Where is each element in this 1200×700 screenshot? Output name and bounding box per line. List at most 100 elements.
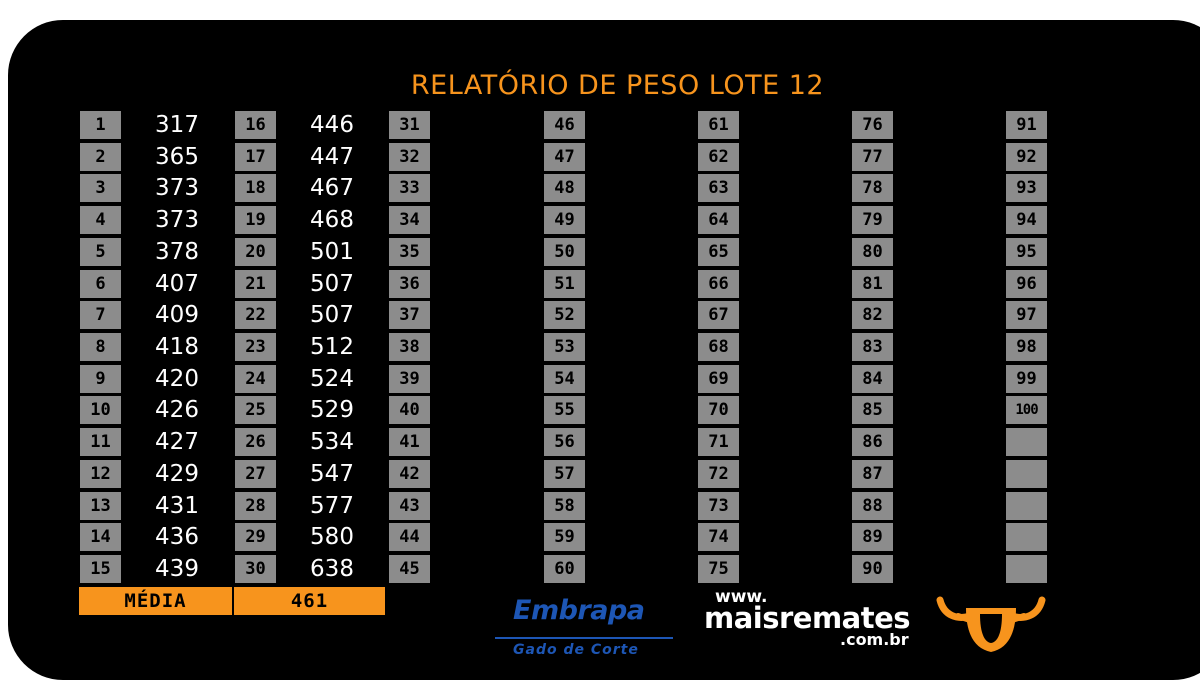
animal-number: 59	[544, 523, 585, 551]
animal-number: 95	[1006, 238, 1047, 266]
animal-number: 65	[698, 238, 739, 266]
animal-weight: 427	[155, 429, 199, 455]
animal-number: 27	[235, 460, 276, 488]
animal-weight: 468	[310, 207, 354, 233]
animal-weight: 638	[310, 556, 354, 582]
animal-number: 48	[544, 174, 585, 202]
animal-number: 98	[1006, 333, 1047, 361]
report-title: RELATÓRIO DE PESO LOTE 12	[410, 70, 825, 101]
animal-number: 38	[389, 333, 430, 361]
animal-number: 86	[852, 428, 893, 456]
animal-weight: 436	[155, 524, 199, 550]
animal-number: 40	[389, 396, 430, 424]
embrapa-wordmark: Embrapa	[513, 595, 645, 626]
animal-weight: 446	[310, 112, 354, 138]
animal-number: 29	[235, 523, 276, 551]
animal-number: 75	[698, 555, 739, 583]
average-value: 461	[234, 587, 385, 615]
animal-number: 61	[698, 111, 739, 139]
embrapa-underline	[495, 637, 673, 639]
animal-number: 97	[1006, 301, 1047, 329]
animal-weight: 512	[310, 334, 354, 360]
animal-weight: 431	[155, 493, 199, 519]
animal-number: 92	[1006, 143, 1047, 171]
animal-number: 63	[698, 174, 739, 202]
animal-number: 33	[389, 174, 430, 202]
animal-number: 88	[852, 492, 893, 520]
animal-weight: 373	[155, 175, 199, 201]
maisremates-wordmark: maisremates	[704, 601, 911, 635]
animal-weight: 429	[155, 461, 199, 487]
animal-number: 57	[544, 460, 585, 488]
animal-number: 91	[1006, 111, 1047, 139]
animal-weight: 580	[310, 524, 354, 550]
animal-number: 8	[80, 333, 121, 361]
animal-number: 21	[235, 270, 276, 298]
animal-number: 26	[235, 428, 276, 456]
animal-number: 78	[852, 174, 893, 202]
animal-number: 28	[235, 492, 276, 520]
animal-number: 44	[389, 523, 430, 551]
animal-number: 85	[852, 396, 893, 424]
animal-number: 50	[544, 238, 585, 266]
animal-weight: 507	[310, 302, 354, 328]
animal-number: 100	[1006, 396, 1047, 424]
animal-number: 25	[235, 396, 276, 424]
animal-number: 58	[544, 492, 585, 520]
animal-number: 20	[235, 238, 276, 266]
animal-number: 39	[389, 365, 430, 393]
animal-number: 87	[852, 460, 893, 488]
animal-number: 31	[389, 111, 430, 139]
animal-weight: 507	[310, 271, 354, 297]
animal-number: 56	[544, 428, 585, 456]
animal-number: 9	[80, 365, 121, 393]
animal-number: 5	[80, 238, 121, 266]
animal-number: 37	[389, 301, 430, 329]
animal-number: 99	[1006, 365, 1047, 393]
animal-number: 16	[235, 111, 276, 139]
animal-number: 34	[389, 206, 430, 234]
animal-number: 83	[852, 333, 893, 361]
empty-cell	[1006, 492, 1047, 520]
animal-weight: 418	[155, 334, 199, 360]
embrapa-logo: Embrapa Gado de Corte	[495, 595, 675, 665]
animal-number: 76	[852, 111, 893, 139]
animal-weight: 426	[155, 397, 199, 423]
animal-number: 73	[698, 492, 739, 520]
animal-number: 23	[235, 333, 276, 361]
animal-number: 2	[80, 143, 121, 171]
animal-weight: 529	[310, 397, 354, 423]
animal-number: 32	[389, 143, 430, 171]
animal-number: 13	[80, 492, 121, 520]
animal-weight: 577	[310, 493, 354, 519]
animal-number: 15	[80, 555, 121, 583]
animal-number: 17	[235, 143, 276, 171]
animal-number: 66	[698, 270, 739, 298]
animal-number: 42	[389, 460, 430, 488]
animal-number: 71	[698, 428, 739, 456]
animal-number: 89	[852, 523, 893, 551]
animal-weight: 439	[155, 556, 199, 582]
animal-number: 45	[389, 555, 430, 583]
animal-number: 46	[544, 111, 585, 139]
animal-weight: 547	[310, 461, 354, 487]
animal-weight: 317	[155, 112, 199, 138]
animal-weight: 373	[155, 207, 199, 233]
animal-number: 36	[389, 270, 430, 298]
animal-weight: 365	[155, 144, 199, 170]
animal-number: 41	[389, 428, 430, 456]
maisremates-www: www.	[715, 587, 768, 607]
empty-cell	[1006, 555, 1047, 583]
animal-number: 30	[235, 555, 276, 583]
animal-number: 84	[852, 365, 893, 393]
animal-number: 24	[235, 365, 276, 393]
animal-number: 14	[80, 523, 121, 551]
empty-cell	[1006, 428, 1047, 456]
animal-number: 70	[698, 396, 739, 424]
animal-number: 68	[698, 333, 739, 361]
animal-number: 62	[698, 143, 739, 171]
animal-number: 96	[1006, 270, 1047, 298]
animal-number: 3	[80, 174, 121, 202]
animal-number: 19	[235, 206, 276, 234]
animal-weight: 534	[310, 429, 354, 455]
